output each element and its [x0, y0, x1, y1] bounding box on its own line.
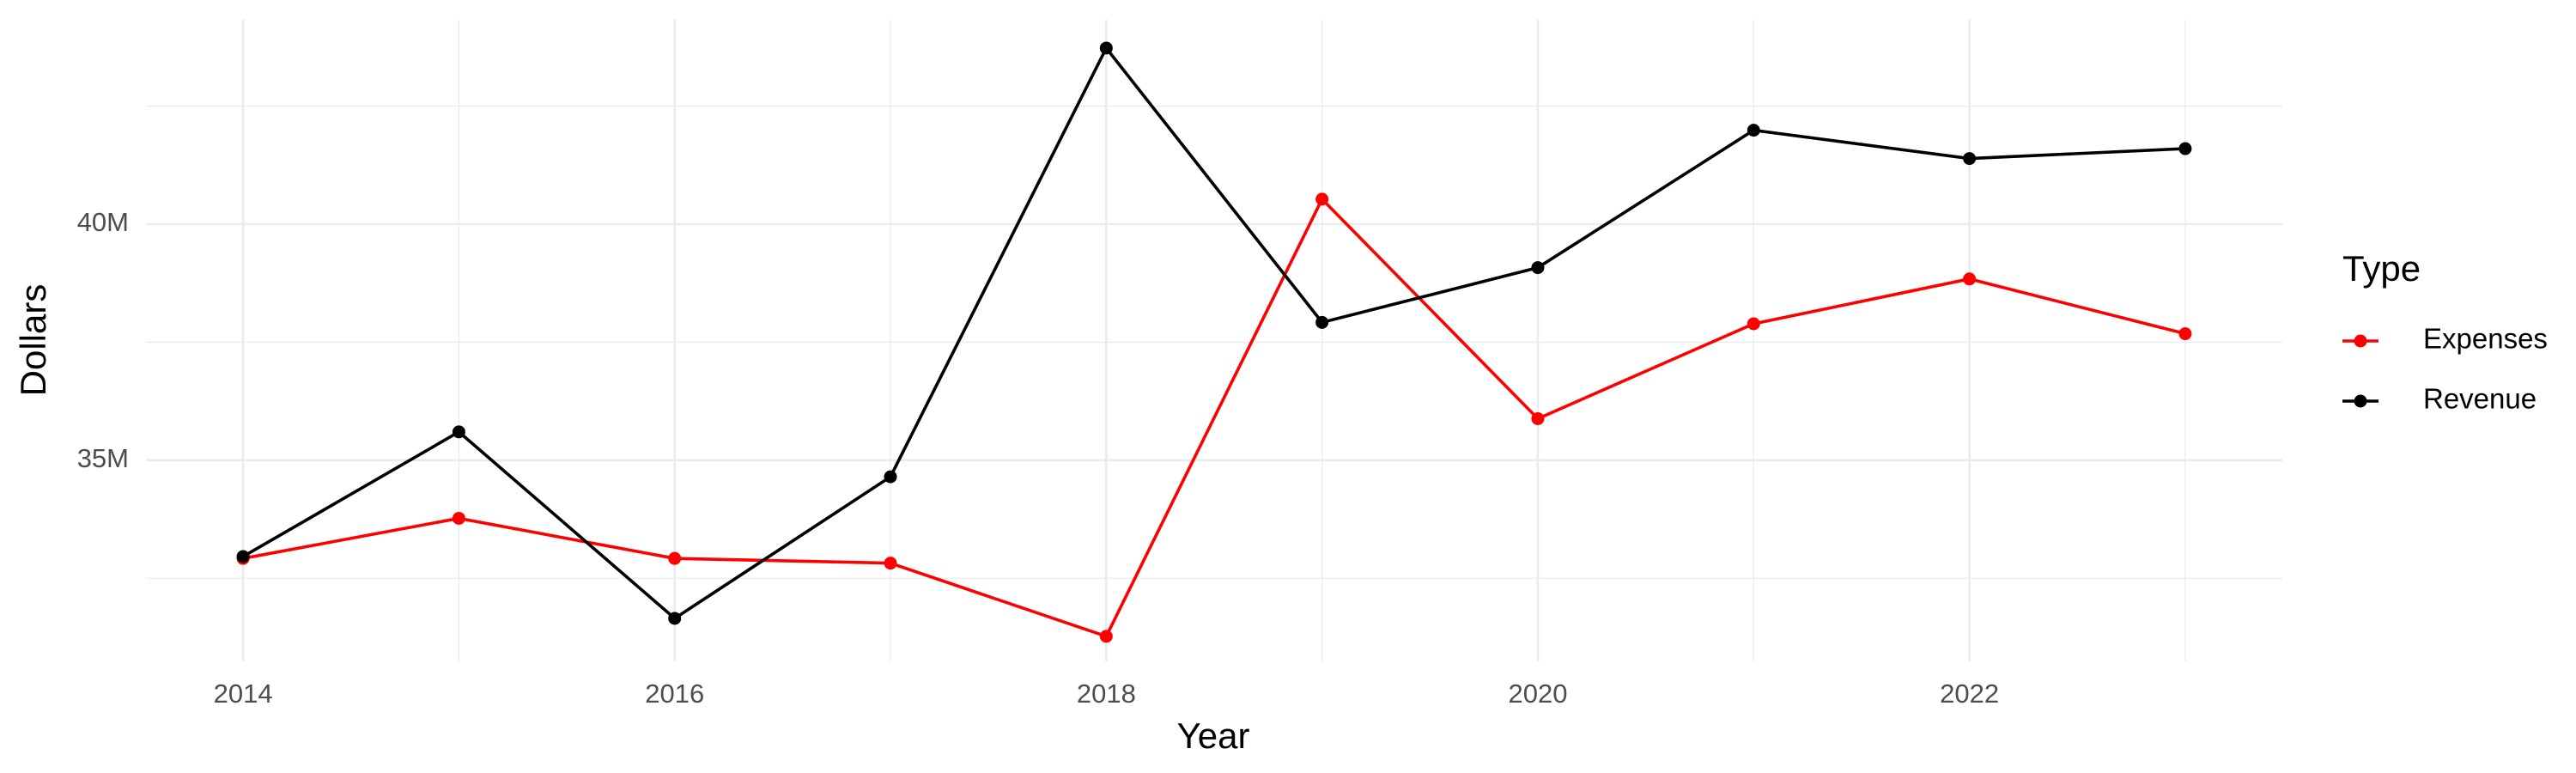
- y-tick-label: 35M: [77, 443, 129, 473]
- x-tick-label: 2014: [214, 679, 273, 709]
- data-point: [1099, 41, 1113, 55]
- data-point: [2178, 142, 2192, 155]
- data-point: [1531, 411, 1545, 425]
- x-axis-title: Year: [1177, 715, 1250, 756]
- data-point: [1315, 192, 1329, 206]
- data-point: [236, 550, 250, 563]
- y-axis-title: Dollars: [13, 284, 53, 397]
- data-point: [452, 511, 465, 525]
- data-point: [884, 557, 897, 570]
- data-point: [1531, 261, 1545, 275]
- data-point: [2178, 327, 2192, 341]
- data-point: [668, 551, 682, 565]
- x-tick-label: 2018: [1077, 679, 1136, 709]
- data-point: [1747, 317, 1760, 331]
- legend-title: Type: [2342, 248, 2421, 289]
- series-line: [242, 45, 2185, 621]
- data-point: [1315, 315, 1329, 329]
- data-point: [1963, 272, 1977, 286]
- x-tick-label: 2020: [1508, 679, 1567, 709]
- legend-label: Revenue: [2423, 383, 2537, 415]
- data-point: [452, 425, 465, 439]
- series-line: [242, 196, 2186, 639]
- data-point: [668, 612, 682, 625]
- legend-key-point: [2354, 394, 2367, 408]
- data-point: [1747, 124, 1760, 137]
- data-point: [884, 470, 897, 484]
- data-point: [1099, 630, 1113, 643]
- y-tick-label: 40M: [77, 207, 129, 237]
- legend-key-point: [2354, 334, 2367, 348]
- x-tick-label: 2016: [645, 679, 704, 709]
- x-tick-label: 2022: [1940, 679, 1999, 709]
- data-point: [1963, 152, 1977, 166]
- legend-label: Expenses: [2423, 323, 2548, 355]
